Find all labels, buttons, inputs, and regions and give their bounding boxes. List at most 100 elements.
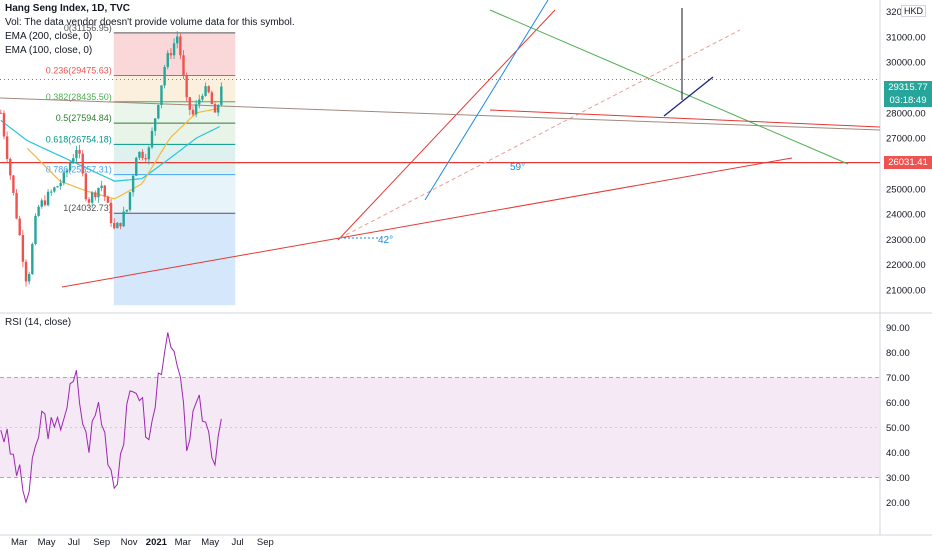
candle-body	[15, 192, 18, 219]
price-axis-tick: 23000.00	[886, 235, 926, 246]
candle-body	[213, 104, 217, 113]
rising-support-trendline	[61, 157, 793, 288]
candle-body	[128, 192, 132, 210]
candle-body	[81, 153, 84, 174]
price-axis-tick: 25000.00	[886, 184, 926, 195]
angle-annotation: 59°	[510, 162, 525, 173]
candle-body	[75, 150, 78, 159]
candle-body	[210, 92, 214, 105]
ema200-legend[interactable]: EMA (200, close, 0)	[5, 31, 93, 42]
candle-body	[166, 53, 169, 67]
candle-body	[216, 104, 220, 113]
time-axis-tick: Jul	[68, 537, 80, 548]
price-axis-tick: 30000.00	[886, 58, 926, 69]
candle-body	[153, 118, 157, 131]
rsi-axis-tick: 40.00	[886, 448, 910, 459]
long-horizontal-trendline	[0, 97, 881, 131]
candle-body	[106, 196, 110, 203]
last-price-badge: 29315.77	[884, 81, 932, 94]
time-axis-tick: Sep	[93, 537, 110, 548]
rsi-axis-tick: 20.00	[886, 498, 910, 509]
price-axis-tick: 22000.00	[886, 260, 926, 271]
candle-body	[78, 150, 81, 154]
candle-body	[119, 222, 122, 227]
candle-body	[169, 53, 173, 56]
fib-zone	[113, 101, 236, 124]
candle-body	[56, 186, 59, 188]
candle-body	[72, 158, 75, 164]
candle-body	[191, 109, 195, 115]
rsi-axis-tick: 60.00	[886, 398, 910, 409]
candle-body	[2, 112, 6, 137]
time-axis-tick: Mar	[175, 537, 191, 548]
countdown-badge: 03:18:49	[884, 94, 932, 107]
candle-body	[0, 112, 3, 114]
candle-body	[116, 222, 119, 229]
candle-body	[68, 163, 72, 171]
candle-body	[100, 185, 103, 188]
candle-body	[204, 86, 207, 96]
currency-label: HKD	[900, 5, 926, 17]
candle-body	[34, 215, 37, 244]
candle-body	[37, 206, 40, 216]
rsi-axis-tick: 50.00	[886, 423, 910, 434]
time-axis-tick: May	[38, 537, 56, 548]
time-axis-tick: May	[201, 537, 219, 548]
candle-body	[141, 151, 144, 159]
candle-body	[176, 36, 179, 44]
candle-body	[157, 104, 160, 119]
candle-body	[131, 175, 135, 193]
descending-green-trendline	[489, 9, 849, 165]
fib-level-label: 0.382(28435.50)	[46, 92, 112, 102]
short-navy-trendline	[663, 76, 714, 117]
candle-body	[125, 209, 129, 212]
rsi-line	[0, 332, 222, 505]
candle-body	[201, 95, 204, 100]
price-axis-tick: 28000.00	[886, 108, 926, 119]
candle-body	[12, 175, 15, 193]
candle-body	[84, 173, 88, 200]
candle-body	[94, 192, 97, 198]
fib-trend-dashed	[339, 29, 741, 239]
candle-body	[90, 192, 94, 203]
candle-body	[198, 99, 201, 105]
candle-body	[65, 170, 69, 173]
candle-body	[27, 274, 31, 282]
candle-body	[135, 157, 138, 176]
fib-level-label: 1(24032.73)	[63, 203, 112, 213]
candle-body	[182, 55, 185, 76]
price-axis-tick: 21000.00	[886, 286, 926, 297]
volume-note: Vol: The data vendor doesn't provide vol…	[5, 17, 295, 28]
time-axis-tick: Mar	[11, 537, 27, 548]
candle-body	[50, 191, 53, 193]
candle-body	[40, 200, 43, 207]
candle-body	[122, 211, 125, 227]
price-axis-tick: 27000.00	[886, 134, 926, 145]
fib-level-label: 0(31156.95)	[64, 23, 112, 33]
candle-body	[185, 75, 188, 98]
candle-body	[144, 158, 147, 160]
price-axis-tick: 31000.00	[886, 32, 926, 43]
candle-body	[24, 261, 28, 282]
candle-body	[103, 185, 106, 197]
rsi-legend[interactable]: RSI (14, close)	[5, 317, 72, 328]
candle-body	[160, 85, 163, 105]
fib-level-label: 0.5(27594.84)	[56, 113, 112, 123]
rsi-axis-tick: 30.00	[886, 473, 910, 484]
steep-blue-trendline	[424, 0, 549, 201]
candle-body	[179, 36, 182, 56]
resistance-red-trendline	[489, 109, 881, 128]
candle-body	[194, 104, 198, 115]
candle-body	[172, 43, 176, 56]
candles-group	[0, 31, 223, 287]
ema200-line	[0, 119, 221, 182]
ema100-legend[interactable]: EMA (100, close, 0)	[5, 45, 93, 56]
time-axis-tick: Sep	[257, 537, 274, 548]
candle-body	[113, 223, 116, 229]
time-axis-tick: Jul	[231, 537, 243, 548]
candle-body	[21, 235, 25, 262]
candle-body	[138, 151, 141, 158]
candle-body	[207, 86, 210, 93]
fib-level-label: 0.236(29475.63)	[46, 65, 112, 75]
